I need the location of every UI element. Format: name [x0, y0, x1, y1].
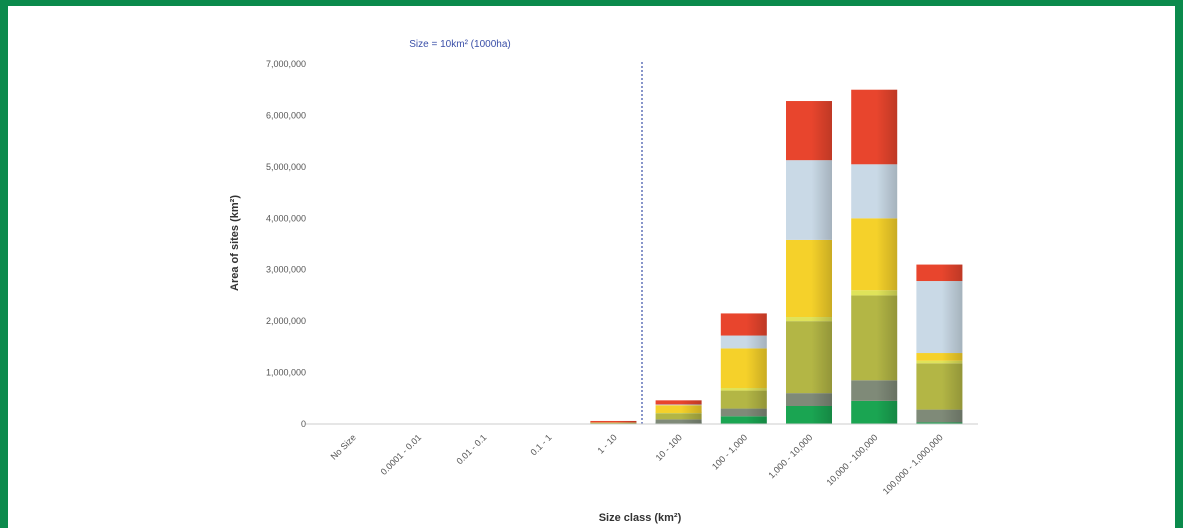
x-tick-label: 0.1 - 1 — [529, 432, 554, 457]
bar-segment-shading — [916, 264, 963, 282]
bar-segment-shading — [720, 408, 767, 417]
x-tick-label: 100,000 - 1,000,000 — [881, 432, 945, 496]
x-tick-label: 1 - 10 — [595, 432, 618, 455]
bar-segment-shading — [786, 239, 832, 318]
bar-segment-shading — [655, 419, 702, 424]
x-axis-ticks: No Size 0.0001 - 0.01 0.01 - 0.1 0.1 - 1 1 -… — [329, 432, 945, 496]
bar-segment-shading — [916, 422, 963, 424]
bar-segment-shading — [851, 218, 898, 291]
bar-segment-shading — [916, 409, 963, 423]
bar-segment-shading — [720, 416, 767, 424]
bar-segment-shading — [916, 363, 963, 410]
bar-segment-shading — [916, 281, 963, 354]
x-axis-title: Size class (km²) — [599, 512, 682, 524]
bar-segment-shading — [851, 89, 898, 165]
bar-segment-shading — [916, 360, 963, 364]
y-axis-title: Area of sites (km²) — [229, 195, 241, 291]
bar-segment-shading — [851, 380, 898, 401]
x-tick-label: No Size — [329, 432, 358, 461]
bar-segment-shading — [720, 388, 767, 391]
y-tick-label: 0 — [301, 419, 306, 429]
y-tick-label: 7,000,000 — [266, 59, 306, 69]
bar-segment-shading — [786, 101, 832, 161]
bar-segment-shading — [786, 317, 832, 322]
bar-segment-shading — [786, 406, 832, 424]
y-tick-label: 3,000,000 — [266, 265, 306, 275]
y-axis-ticks: 0 1,000,000 2,000,000 3,000,000 4,000,000 5,0… — [266, 59, 306, 429]
bar-segment-shading — [720, 390, 767, 409]
bars — [590, 89, 963, 424]
bar-segment-shading — [590, 422, 637, 424]
bar-segment-shading — [851, 400, 898, 424]
y-tick-label: 4,000,000 — [266, 213, 306, 223]
bar-segment-shading — [851, 164, 898, 219]
x-tick-label: 1,000 - 10,000 — [766, 432, 814, 480]
bar-segment-shading — [786, 393, 832, 406]
bar-segment-shading — [786, 321, 832, 394]
bar-segment-shading — [851, 295, 898, 381]
bar-segment-shading — [655, 403, 702, 406]
x-tick-label: 0.0001 - 0.01 — [379, 432, 424, 477]
x-tick-label: 10,000 - 100,000 — [824, 432, 879, 487]
bar-segment-shading — [851, 290, 898, 296]
bar-segment-shading — [786, 160, 832, 240]
x-tick-label: 100 - 1,000 — [710, 432, 749, 471]
y-tick-label: 6,000,000 — [266, 110, 306, 120]
bar-segment-shading — [916, 353, 963, 361]
y-tick-label: 2,000,000 — [266, 316, 306, 326]
bar-segment-shading — [720, 335, 767, 349]
bar-segment-shading — [590, 420, 637, 423]
y-tick-label: 5,000,000 — [266, 162, 306, 172]
bar-segment-shading — [720, 348, 767, 388]
x-tick-label: 0.01 - 0.1 — [454, 432, 488, 466]
x-tick-label: 10 - 100 — [654, 432, 684, 462]
bar-segment-shading — [655, 400, 702, 405]
size-annotation: Size = 10km² (1000ha) — [409, 39, 510, 50]
bar-segment-shading — [655, 413, 702, 420]
bar-segment-shading — [655, 405, 702, 413]
bar-segment-shading — [720, 313, 767, 336]
y-tick-label: 1,000,000 — [266, 368, 306, 378]
